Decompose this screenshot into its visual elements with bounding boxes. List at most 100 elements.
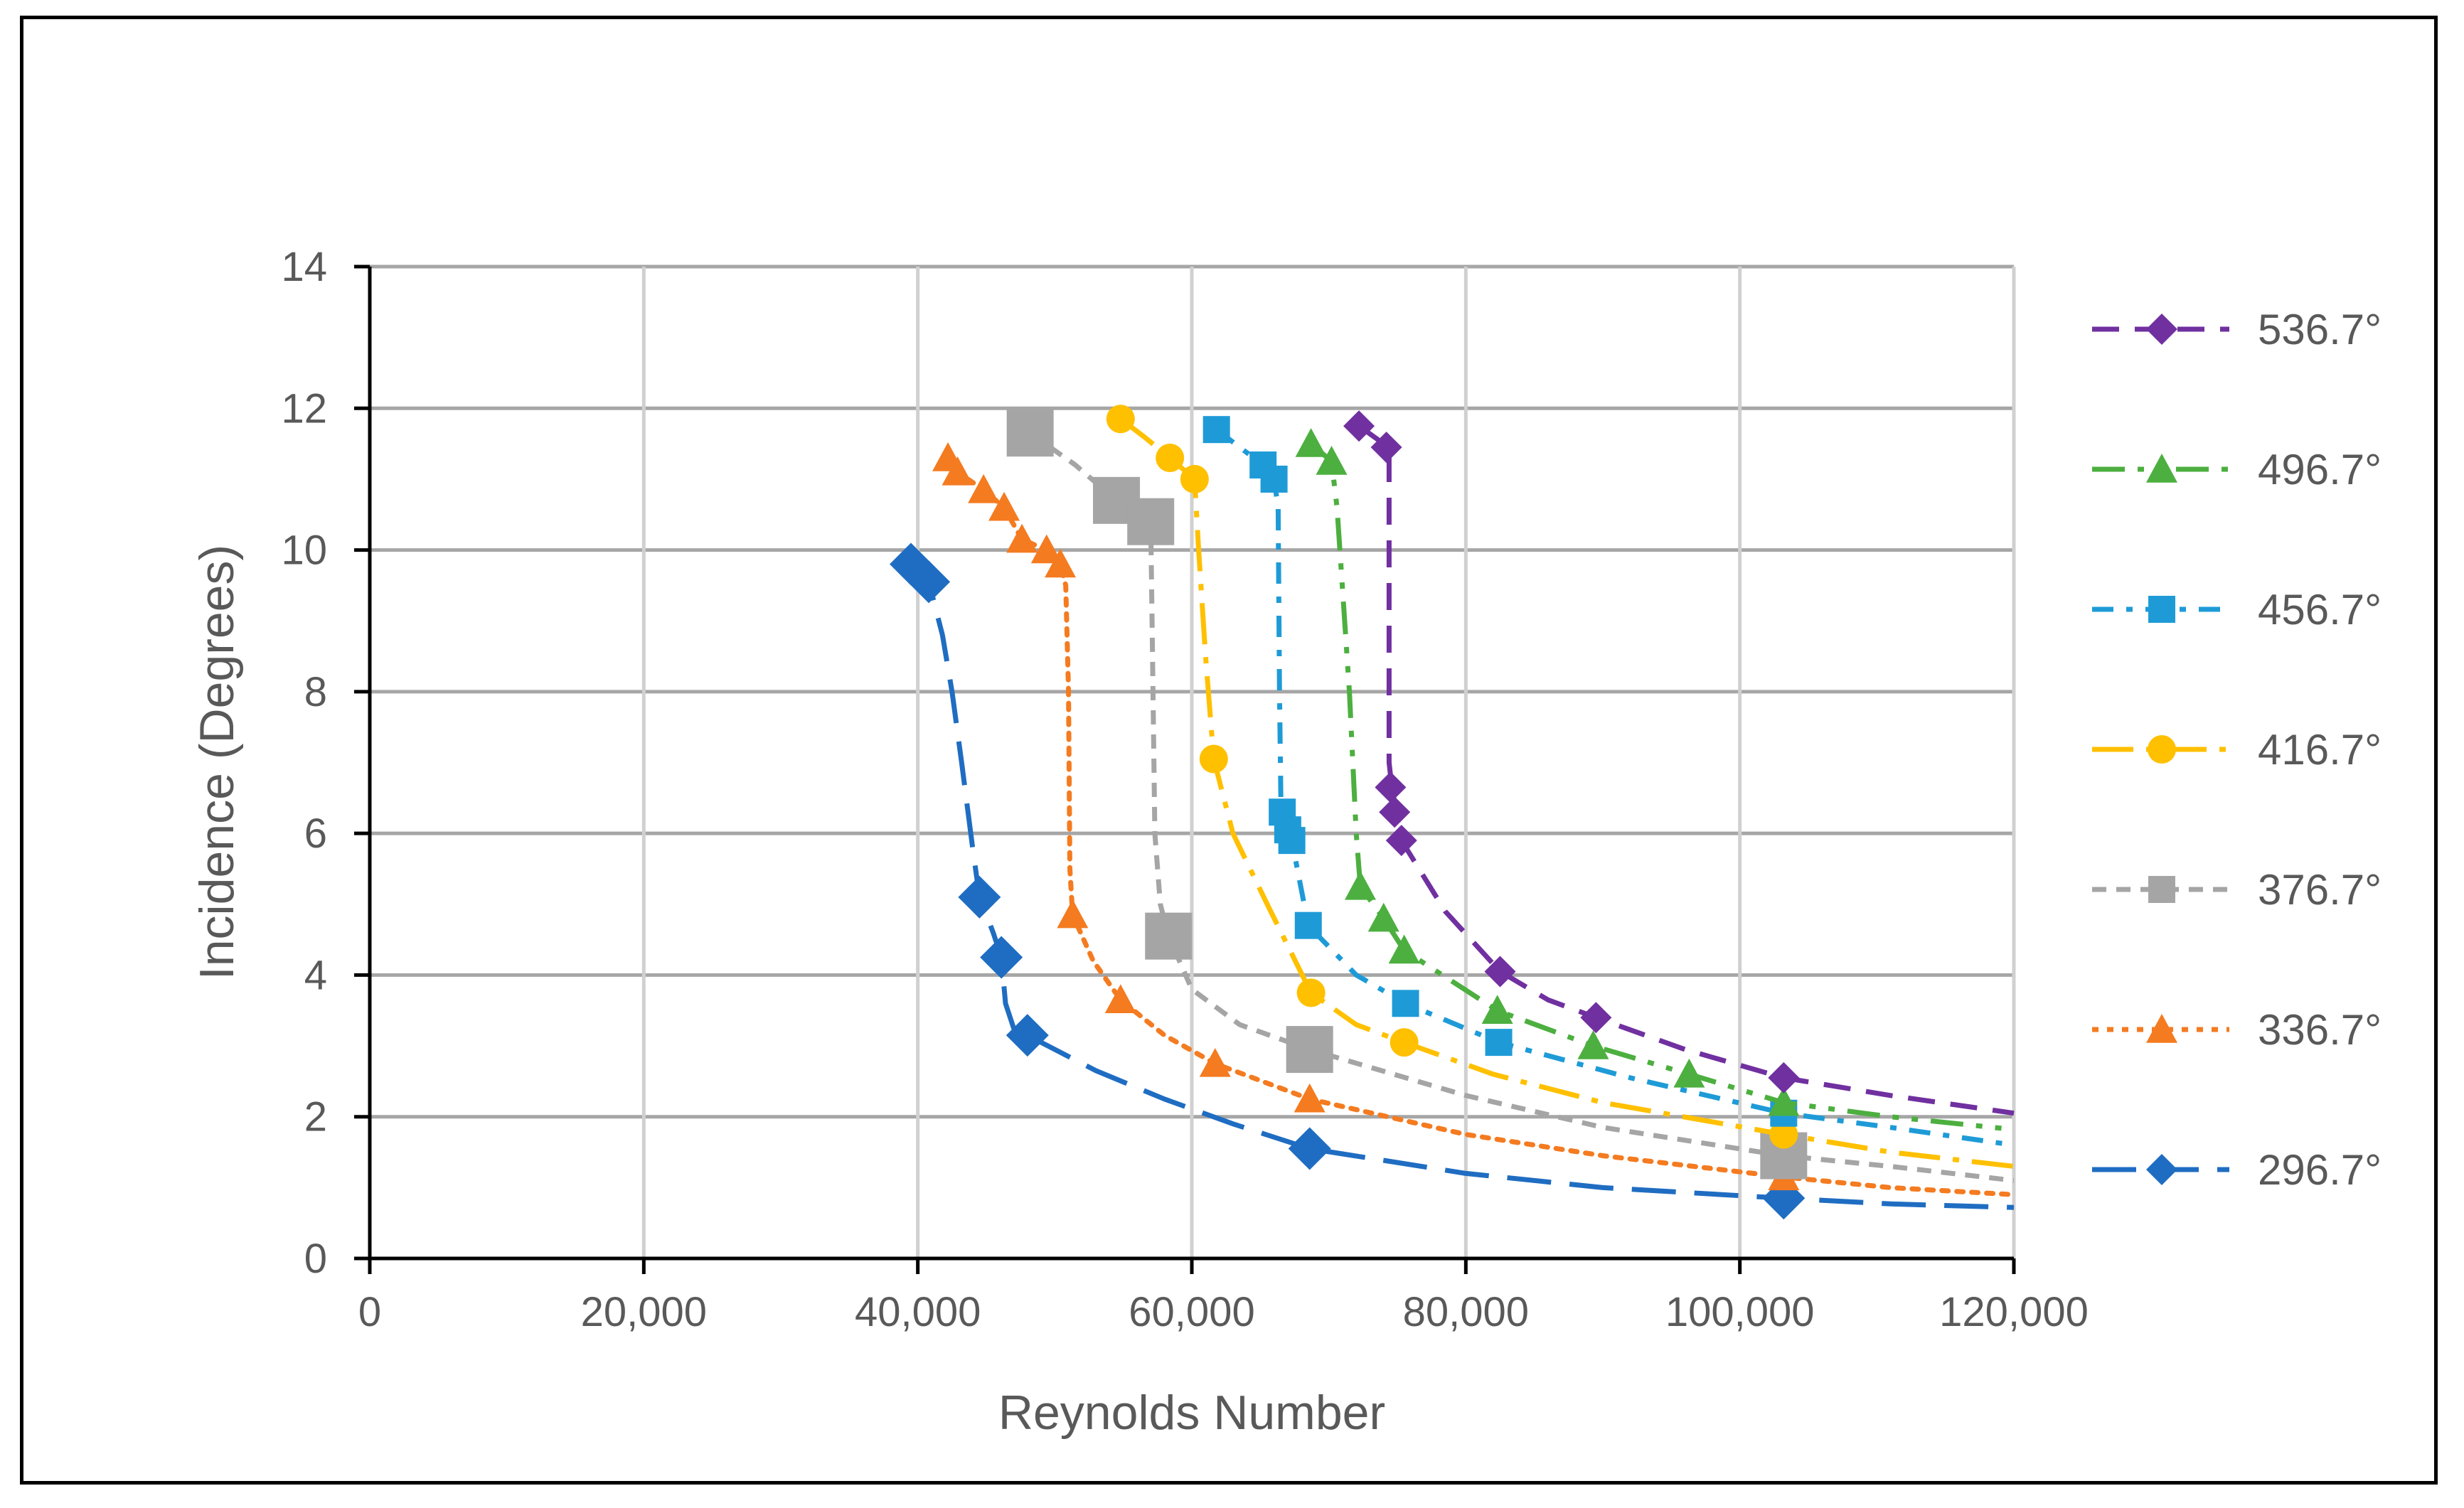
legend-entry: 536.7° <box>2092 306 2382 353</box>
data-point <box>1260 465 1288 493</box>
data-point <box>1180 464 1209 493</box>
grid-layer <box>354 264 2016 1274</box>
legend-label: 536.7° <box>2258 306 2382 353</box>
data-point <box>980 936 1023 979</box>
legend-label: 456.7° <box>2258 586 2382 633</box>
data-point <box>1295 428 1327 457</box>
axes-layer <box>368 267 2014 1261</box>
data-point <box>1030 534 1062 564</box>
legend: 536.7° 496.7° 456.7° 416.7° 376.7° 336.7° 296.… <box>2092 306 2382 1194</box>
legend-entry: 496.7° <box>2092 446 2382 493</box>
x-axis-title: Reynolds Number <box>998 1386 1385 1440</box>
data-point <box>1379 796 1411 828</box>
x-tick-label: 60,000 <box>1129 1289 1254 1335</box>
y-tick-label: 6 <box>304 811 327 857</box>
data-point <box>1769 1120 1798 1149</box>
legend-marker <box>2148 735 2176 764</box>
data-point <box>1006 523 1038 553</box>
data-point <box>1278 827 1306 855</box>
data-point <box>1294 1083 1326 1113</box>
data-point <box>988 491 1020 521</box>
legend-marker <box>2146 454 2177 483</box>
data-point <box>1104 984 1136 1014</box>
legend-entry: 376.7° <box>2092 866 2382 914</box>
data-point <box>1296 978 1326 1007</box>
data-point <box>1199 1047 1231 1077</box>
legend-marker <box>2146 1154 2177 1185</box>
series <box>890 542 2015 1220</box>
data-point <box>958 875 1001 919</box>
data-point <box>1673 1058 1705 1088</box>
series-line <box>1119 417 2015 1169</box>
series <box>932 442 2017 1197</box>
data-point <box>942 456 974 486</box>
x-tick-label: 100,000 <box>1665 1289 1815 1335</box>
legend-entry: 456.7° <box>2092 586 2382 633</box>
y-tick-label: 14 <box>281 244 327 290</box>
legend-marker <box>2146 314 2177 345</box>
y-tick-label: 10 <box>281 528 327 574</box>
legend-marker <box>2148 876 2175 903</box>
data-point <box>1768 1086 1800 1116</box>
data-point <box>1343 410 1375 442</box>
data-point <box>1390 1028 1419 1057</box>
legend-label: 416.7° <box>2258 726 2382 774</box>
x-tick-label: 40,000 <box>855 1289 981 1335</box>
data-point <box>1768 1062 1800 1093</box>
data-point <box>1485 1029 1513 1057</box>
legend-label: 496.7° <box>2258 446 2382 493</box>
y-axis-title: Incidence (Degrees) <box>190 545 244 980</box>
data-point <box>1392 990 1419 1017</box>
legend-label: 376.7° <box>2258 866 2382 914</box>
series <box>1106 405 2015 1169</box>
data-point <box>1580 1002 1612 1034</box>
data-point <box>1145 912 1193 960</box>
data-point <box>1156 444 1185 473</box>
data-point <box>907 560 951 604</box>
series-line <box>1028 431 2015 1183</box>
tick-label-layer: 0 2 4 6 8 10 12 14 0 20,000 40,000 60,000 80,000 100,… <box>281 244 2088 1335</box>
legend-entry: 416.7° <box>2092 726 2382 774</box>
y-tick-label: 4 <box>304 952 327 998</box>
data-point <box>1344 870 1376 900</box>
x-tick-label: 20,000 <box>581 1289 707 1335</box>
data-point <box>1294 911 1322 939</box>
x-tick-label: 80,000 <box>1403 1289 1529 1335</box>
series-line <box>1358 424 2015 1116</box>
data-point <box>1199 744 1228 774</box>
series-line <box>1215 427 2015 1148</box>
data-point <box>1484 956 1516 988</box>
legend-marker <box>2146 1014 2177 1043</box>
data-point <box>1388 934 1420 964</box>
x-tick-label: 0 <box>358 1289 381 1335</box>
data-point <box>1106 405 1135 434</box>
data-point <box>1057 899 1089 929</box>
legend-entry: 336.7° <box>2092 1006 2382 1054</box>
data-point <box>1370 432 1402 464</box>
data-point <box>1375 771 1407 803</box>
data-point <box>1367 902 1399 932</box>
y-tick-label: 2 <box>304 1094 327 1140</box>
series-line <box>1309 442 2015 1133</box>
data-point <box>1006 410 1054 457</box>
x-tick-label: 120,000 <box>1939 1289 2089 1335</box>
series <box>1295 428 2015 1133</box>
y-tick-label: 12 <box>281 385 327 432</box>
y-tick-label: 8 <box>304 669 327 715</box>
data-point <box>1286 1026 1333 1074</box>
data-point <box>1202 416 1230 444</box>
chart-frame <box>20 16 2438 1485</box>
series <box>1006 410 2015 1183</box>
data-point <box>1127 498 1175 545</box>
data-point <box>1385 825 1417 857</box>
legend-label: 336.7° <box>2258 1006 2382 1054</box>
data-point <box>968 474 1000 503</box>
data-point <box>1481 995 1513 1024</box>
series <box>1343 410 2015 1116</box>
legend-marker <box>2148 596 2175 623</box>
legend-label: 296.7° <box>2258 1146 2382 1194</box>
series-layer <box>890 405 2017 1220</box>
data-point <box>1577 1030 1609 1059</box>
data-point <box>1316 446 1348 475</box>
